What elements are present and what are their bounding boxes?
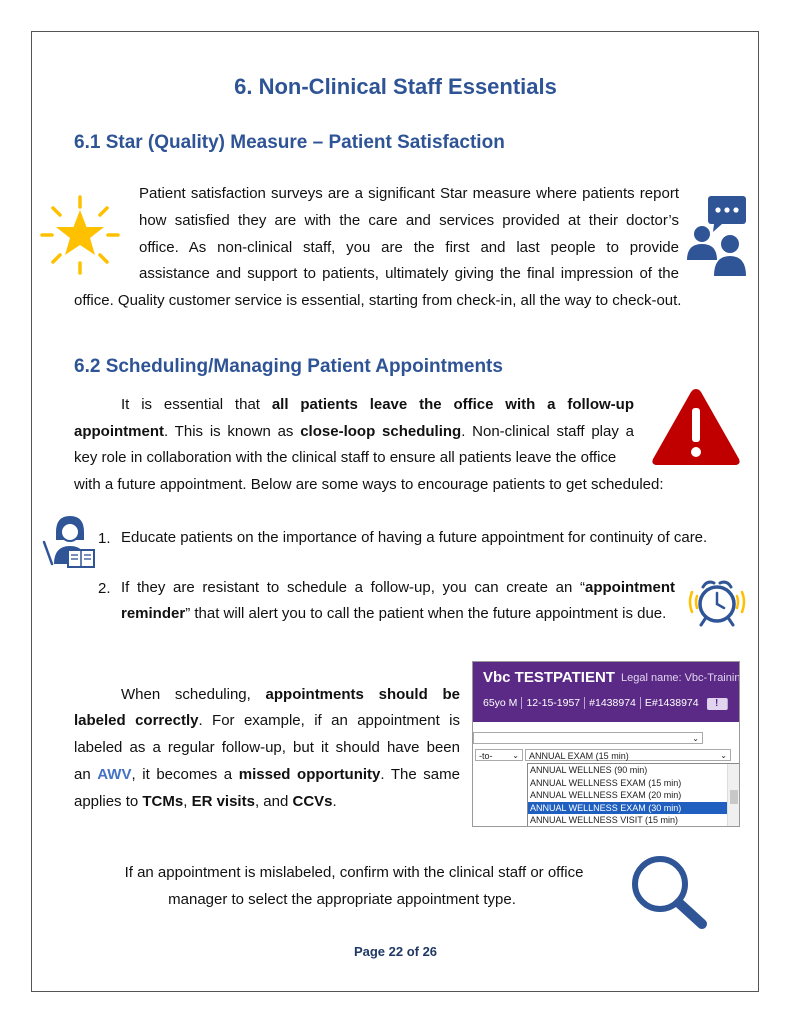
chat-people-icon <box>686 194 748 278</box>
s62-p2-line-5: applies to TCMs, ER visits, and CCVs. <box>74 793 337 810</box>
page-number: Page 22 of 26 <box>353 944 438 959</box>
s62-p1-line-1: It is essential that all patients leave … <box>121 396 634 413</box>
ehr-option[interactable]: ANNUAL WELLNES (90 min) <box>530 765 648 775</box>
ehr-option-selected[interactable]: ANNUAL WELLNESS EXAM (30 min) <box>528 801 739 814</box>
ehr-option[interactable]: ANNUAL WELLNESS EXAM (15 min) <box>530 777 682 788</box>
ehr-patient-header: Vbc TESTPATIENT Legal name: Vbc-Training… <box>473 662 739 722</box>
s62-p2-line-2: labeled correctly. For example, if an ap… <box>74 712 460 729</box>
ehr-patient-name: Vbc TESTPATIENT <box>483 669 615 686</box>
ehr-top-select[interactable]: ⌄ <box>473 732 703 744</box>
warning-icon <box>650 386 742 468</box>
ehr-appointment-type-list[interactable]: ANNUAL WELLNES (90 min) ANNUAL WELLNESS … <box>527 763 740 828</box>
list-item-1-number: 1. <box>98 530 111 547</box>
section-title: 6. Non-Clinical Staff Essentials <box>234 74 557 99</box>
ehr-age-sex: 65yo M <box>483 697 523 709</box>
list-item-2-number: 2. <box>98 580 111 597</box>
list-item-2-line-2: reminder” that will alert you to call th… <box>121 605 667 622</box>
ehr-legal-name: Legal name: Vbc-Training <box>621 672 740 684</box>
s61-line-3: office. As non-clinical staff, you are t… <box>139 239 679 256</box>
ehr-eid: E#1438974 <box>644 697 699 709</box>
s61-line-1: Patient satisfaction surveys are a signi… <box>139 185 679 202</box>
ehr-option[interactable]: ANTICIPATORY CARE MANAGEMENT <box>528 827 740 828</box>
ehr-alert-icon[interactable]: ! <box>706 698 728 710</box>
chevron-down-icon: ⌄ <box>692 734 699 743</box>
s62-p2-line-1: When scheduling, appointments should be <box>121 686 460 703</box>
star-icon <box>38 193 122 277</box>
ehr-appointment-type-select[interactable]: ANNUAL EXAM (15 min) ⌄ <box>525 749 731 761</box>
ehr-screenshot: Vbc TESTPATIENT Legal name: Vbc-Training… <box>472 661 740 827</box>
s62-p2-line-3: labeled as a regular follow-up, but it s… <box>74 739 460 756</box>
ehr-id: #1438974 <box>585 697 641 709</box>
s61-line-4: assistance and support to patients, ulti… <box>139 265 679 282</box>
ehr-to-select[interactable]: -to- ⌄ <box>475 749 523 761</box>
s62-p3-line-1: If an appointment is mislabeled, confirm… <box>124 864 584 881</box>
s61-line-2: how satisfied they are with the care and… <box>139 212 679 229</box>
s61-line-5: office. Quality customer service is esse… <box>74 292 682 309</box>
ehr-list-scrollbar[interactable] <box>727 764 739 826</box>
list-item-1-text: Educate patients on the importance of ha… <box>121 529 708 546</box>
chevron-down-icon: ⌄ <box>512 751 519 760</box>
page-border <box>31 31 759 992</box>
chevron-down-icon: ⌄ <box>720 751 727 760</box>
teacher-icon <box>40 512 96 568</box>
list-item-2-line-1: If they are resistant to schedule a foll… <box>121 579 675 596</box>
s62-p2-line-4: an AWV, it becomes a missed opportunity.… <box>74 766 460 783</box>
scroll-thumb[interactable] <box>730 790 738 804</box>
alarm-clock-icon <box>686 578 748 630</box>
ehr-option[interactable]: ANNUAL WELLNESS VISIT (15 min) <box>530 815 679 825</box>
s62-p1-line-3: key role in collaboration with the clini… <box>74 449 617 466</box>
s62-p1-line-4: with a future appointment. Below are som… <box>74 476 664 493</box>
heading-6-1: 6.1 Star (Quality) Measure – Patient Sat… <box>74 132 505 153</box>
s62-p3-line-2: manager to select the appropriate appoin… <box>168 891 516 908</box>
magnifier-icon <box>628 854 712 932</box>
ehr-patient-info: 65yo M 12-15-1957 #1438974 E#1438974! <box>483 697 728 710</box>
s62-p1-line-2: appointment. This is known as close-loop… <box>74 423 634 440</box>
heading-6-2: 6.2 Scheduling/Managing Patient Appointm… <box>74 356 503 377</box>
ehr-option[interactable]: ANNUAL WELLNESS EXAM (20 min) <box>530 790 682 800</box>
ehr-dob: 12-15-1957 <box>522 697 586 709</box>
